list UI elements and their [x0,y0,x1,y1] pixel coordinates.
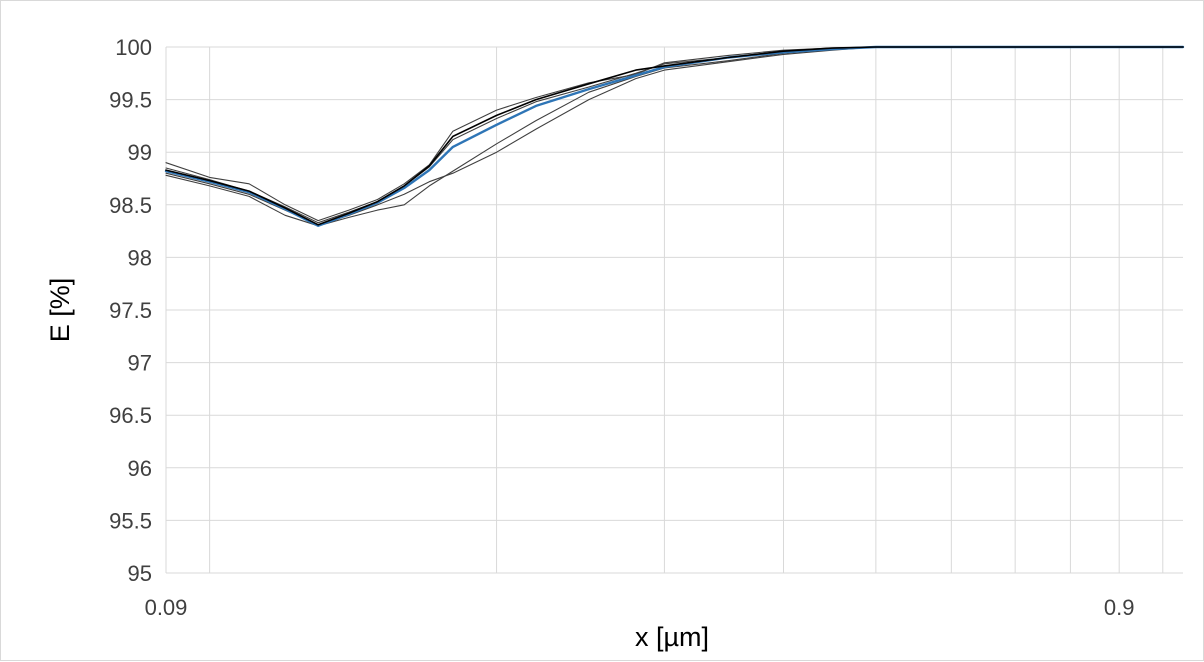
y-tick-label: 97 [128,351,152,376]
series-line-6 [165,46,1184,226]
x-axis-tick-labels: 0.09 0.9 [145,595,1135,620]
y-tick-label: 96.5 [109,403,152,428]
series-line-3 [165,46,1184,224]
y-axis-tick-labels: 95 95.5 96 96.5 97 97.5 98 98.5 99 99.5 100 [109,35,152,586]
series-line-4 [165,46,1184,226]
y-tick-label: 95.5 [109,508,152,533]
y-tick-label: 97.5 [109,298,152,323]
x-tick-label: 0.09 [145,595,188,620]
grid-lines [165,46,1183,574]
y-tick-label: 99 [128,140,152,165]
x-axis-title: x [µm] [635,622,709,652]
y-tick-label: 98.5 [109,193,152,218]
x-tick-label: 0.9 [1104,595,1135,620]
y-tick-label: 99.5 [109,88,152,113]
series-line-5 [164,45,1185,228]
series-layer [164,45,1185,228]
y-tick-label: 98 [128,245,152,270]
series-line-2 [165,46,1184,227]
y-tick-label: 95 [128,561,152,586]
y-axis-title: E [%] [45,278,75,343]
y-tick-label: 96 [128,456,152,481]
series-line-1 [165,46,1184,222]
y-tick-label: 100 [115,35,152,60]
